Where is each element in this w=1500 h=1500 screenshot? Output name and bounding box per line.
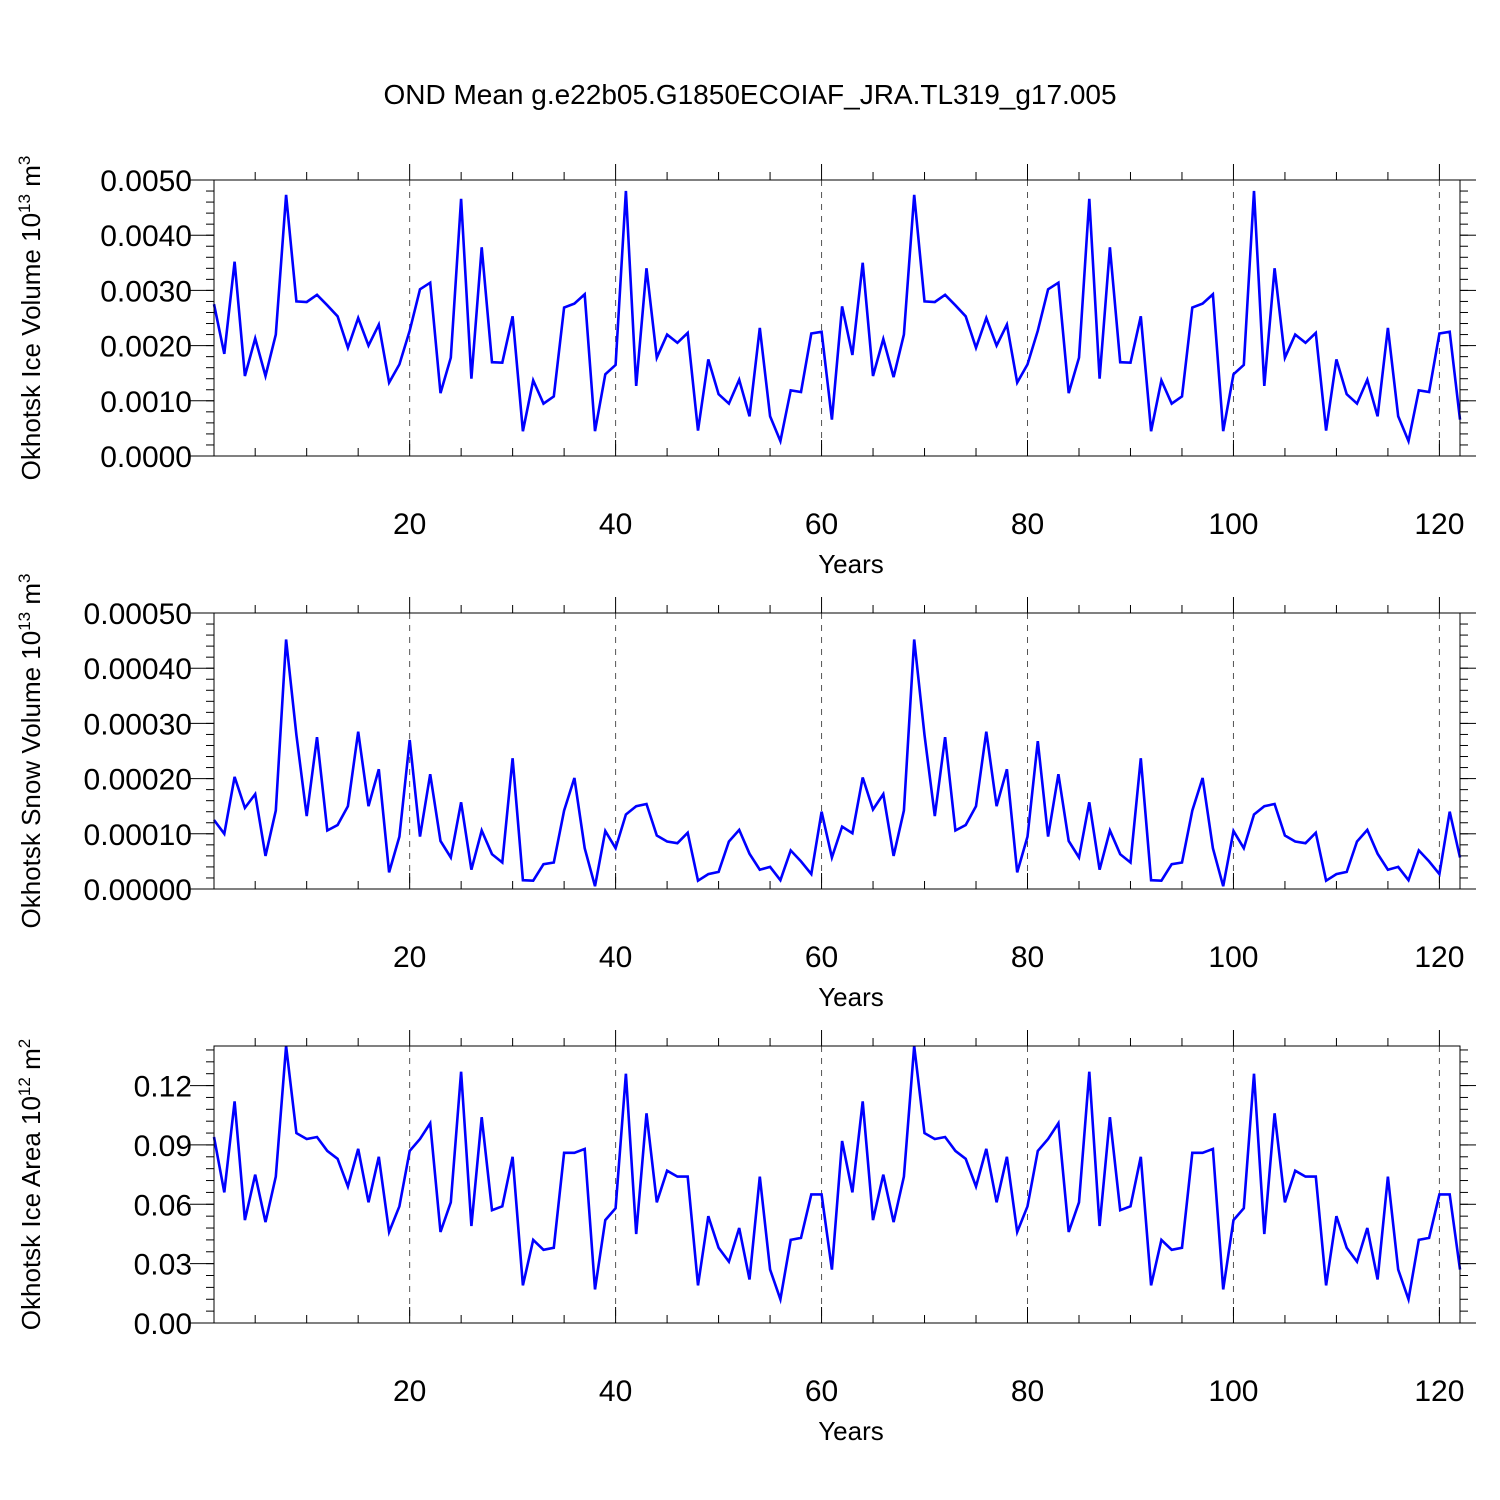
x-tick-label: 40 bbox=[599, 941, 632, 974]
y-axis-label-main: Okhotsk Ice Volume 10 bbox=[16, 213, 46, 480]
y-axis-label-unit-exponent: 3 bbox=[15, 574, 34, 583]
panel-1: 20 40 60 80 100 120 0.0000 0.0010 0.0020 0.0030 0.… bbox=[15, 156, 1476, 579]
y-axis-label-exponent: 13 bbox=[15, 194, 34, 213]
x-tick-label: 60 bbox=[805, 941, 838, 974]
y-axis-label: Okhotsk Snow Volume 1013 m3 bbox=[15, 574, 46, 929]
y-tick-label: 0.00000 bbox=[84, 874, 192, 907]
y-axis-label-unit-exponent: 3 bbox=[15, 156, 34, 165]
y-axis-label-unit-exponent: 2 bbox=[15, 1039, 34, 1048]
series-line-1 bbox=[212, 1045, 1462, 1305]
y-tick-label: 0.0030 bbox=[100, 275, 192, 308]
x-tick-label: 120 bbox=[1414, 941, 1464, 974]
y-tick-label: 0.00030 bbox=[84, 708, 192, 741]
y-axis-label: Okhotsk Ice Area 1012 m2 bbox=[15, 1039, 46, 1330]
plot-frame bbox=[213, 612, 1461, 890]
panel-3: 20 40 60 80 100 120 0.00 0.03 0.06 0.09 0.12 Years O… bbox=[15, 1030, 1476, 1446]
x-tick-label: 100 bbox=[1208, 508, 1258, 541]
x-tick-label: 60 bbox=[805, 1375, 838, 1408]
y-axis-label-main: Okhotsk Snow Volume 10 bbox=[16, 631, 46, 929]
y-tick-label: 0.00 bbox=[134, 1308, 192, 1341]
x-tick-label: 100 bbox=[1208, 941, 1258, 974]
y-tick-label: 0.12 bbox=[134, 1071, 192, 1104]
y-axis-label-exponent: 12 bbox=[15, 1077, 34, 1096]
x-tick-label: 80 bbox=[1011, 1375, 1044, 1408]
series-line-1 bbox=[212, 639, 1462, 887]
panel-2: 20 40 60 80 100 120 0.00000 0.00010 0.00020 0.000… bbox=[15, 574, 1476, 1012]
x-tick-label: 80 bbox=[1011, 941, 1044, 974]
x-tick-label: 40 bbox=[599, 508, 632, 541]
x-tick-label: 20 bbox=[393, 941, 426, 974]
x-tick-label: 120 bbox=[1414, 508, 1464, 541]
y-tick-label: 0.00040 bbox=[84, 653, 192, 686]
y-tick-label: 0.0050 bbox=[100, 165, 192, 198]
panels: 20 40 60 80 100 1200.00000.00100.00200.00300.… bbox=[15, 156, 1476, 1446]
y-axis-label-unit: m bbox=[16, 165, 46, 194]
y-axis-label: Okhotsk Ice Volume 1013 m3 bbox=[15, 156, 46, 481]
x-axis-label: Years bbox=[818, 549, 884, 579]
figure-title: OND Mean g.e22b05.G1850ECOIAF_JRA.TL319_… bbox=[383, 79, 1116, 110]
x-tick-label: 20 bbox=[393, 508, 426, 541]
y-tick-label: 0.0020 bbox=[100, 331, 192, 364]
y-tick-label: 0.06 bbox=[134, 1189, 192, 1222]
series-line-1 bbox=[212, 190, 1462, 446]
x-tick-label: 40 bbox=[599, 1375, 632, 1408]
x-tick-label: 60 bbox=[805, 508, 838, 541]
y-axis-label-main: Okhotsk Ice Area 10 bbox=[16, 1096, 46, 1330]
y-tick-label: 0.00050 bbox=[84, 598, 192, 631]
x-tick-label: 80 bbox=[1011, 508, 1044, 541]
y-axis-label-unit: m bbox=[16, 1048, 46, 1077]
y-tick-label: 0.03 bbox=[134, 1249, 192, 1282]
x-axis-label: Years bbox=[818, 982, 884, 1012]
y-tick-label: 0.00010 bbox=[84, 819, 192, 852]
plot-frame bbox=[213, 1045, 1461, 1324]
x-tick-label: 20 bbox=[393, 1375, 426, 1408]
y-axis-label-unit: m bbox=[16, 583, 46, 612]
y-axis-label-exponent: 13 bbox=[15, 612, 34, 631]
y-tick-label: 0.0000 bbox=[100, 441, 192, 474]
y-tick-label: 0.0010 bbox=[100, 386, 192, 419]
y-tick-label: 0.00020 bbox=[84, 764, 192, 797]
y-tick-label: 0.09 bbox=[134, 1130, 192, 1163]
x-tick-label: 100 bbox=[1208, 1375, 1258, 1408]
plot-frame bbox=[213, 179, 1461, 457]
x-axis-label: Years bbox=[818, 1416, 884, 1446]
y-tick-label: 0.0040 bbox=[100, 220, 192, 253]
x-tick-label: 120 bbox=[1414, 1375, 1464, 1408]
